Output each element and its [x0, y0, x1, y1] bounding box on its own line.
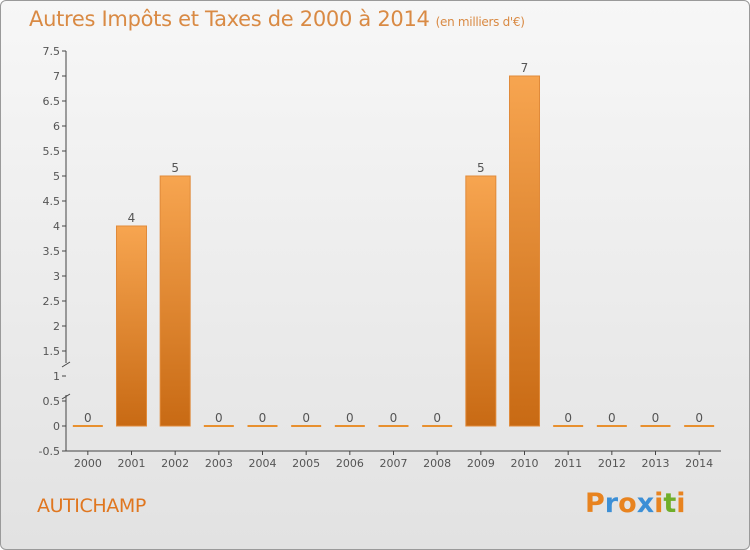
y-tick-label: 4.5 — [43, 195, 61, 208]
logo-letter: x — [636, 488, 655, 519]
data-label: 5 — [477, 161, 485, 175]
y-tick-label: 4 — [53, 220, 60, 233]
x-tick-label: 2001 — [118, 457, 146, 470]
data-label: 0 — [608, 411, 616, 425]
y-tick-label: 7.5 — [43, 45, 61, 58]
x-tick-label: 2010 — [511, 457, 539, 470]
data-label: 0 — [346, 411, 354, 425]
x-tick-label: 2002 — [161, 457, 189, 470]
y-tick-label: 3.5 — [43, 245, 61, 258]
x-tick-label: 2006 — [336, 457, 364, 470]
data-label: 0 — [695, 411, 703, 425]
x-tick-label: 2000 — [74, 457, 102, 470]
data-label: 0 — [652, 411, 660, 425]
y-tick-label: 1 — [53, 370, 60, 383]
x-tick-label: 2003 — [205, 457, 233, 470]
y-tick-label: 3 — [53, 270, 60, 283]
x-tick-label: 2008 — [423, 457, 451, 470]
bar — [509, 75, 540, 427]
data-label: 0 — [302, 411, 310, 425]
y-tick-label: -0.5 — [39, 445, 60, 458]
bar — [465, 175, 497, 427]
bar — [159, 175, 191, 427]
y-tick-label: 2.5 — [43, 295, 61, 308]
chart-title-text: Autres Impôts et Taxes de 2000 à 2014 — [29, 7, 430, 31]
chart-unit: (en milliers d'€) — [435, 15, 525, 29]
x-tick-label: 2004 — [249, 457, 277, 470]
data-label: 5 — [171, 161, 179, 175]
proxiti-logo[interactable]: Proxiti — [585, 488, 686, 519]
x-tick-label: 2011 — [554, 457, 582, 470]
data-label: 0 — [259, 411, 267, 425]
x-tick-label: 2012 — [598, 457, 626, 470]
y-tick-label: 2 — [53, 320, 60, 333]
data-label: 0 — [390, 411, 398, 425]
logo-letter: P — [585, 488, 605, 519]
x-tick-label: 2007 — [380, 457, 408, 470]
y-tick-label: 5 — [53, 170, 60, 183]
x-tick-label: 2005 — [292, 457, 320, 470]
chart-title: Autres Impôts et Taxes de 2000 à 2014 (en… — [29, 7, 525, 31]
y-tick-label: 0.5 — [43, 395, 61, 408]
data-label: 0 — [564, 411, 572, 425]
data-label: 4 — [128, 211, 136, 225]
y-tick-label: 0 — [53, 420, 60, 433]
x-tick-label: 2009 — [467, 457, 495, 470]
y-tick-label: 7 — [53, 70, 60, 83]
y-tick-label: 5.5 — [43, 145, 61, 158]
x-tick-label: 2014 — [685, 457, 713, 470]
data-label: 0 — [215, 411, 223, 425]
axis-break-mark — [61, 361, 71, 368]
commune-name: AUTICHAMP — [37, 495, 146, 517]
logo-letter: o — [618, 488, 637, 519]
logo-letter: r — [604, 488, 619, 519]
y-tick-label: 1.5 — [43, 345, 61, 358]
data-label: 7 — [521, 61, 529, 75]
x-tick-label: 2013 — [642, 457, 670, 470]
y-tick-label: 6.5 — [43, 95, 61, 108]
data-label: 0 — [433, 411, 441, 425]
logo-letter: t — [663, 488, 677, 519]
y-tick-label: 6 — [53, 120, 60, 133]
axis-break-mark — [61, 393, 71, 400]
bar — [116, 225, 147, 427]
logo-letter: i — [654, 488, 664, 519]
logo-letter: i — [676, 488, 686, 519]
data-label: 0 — [84, 411, 92, 425]
